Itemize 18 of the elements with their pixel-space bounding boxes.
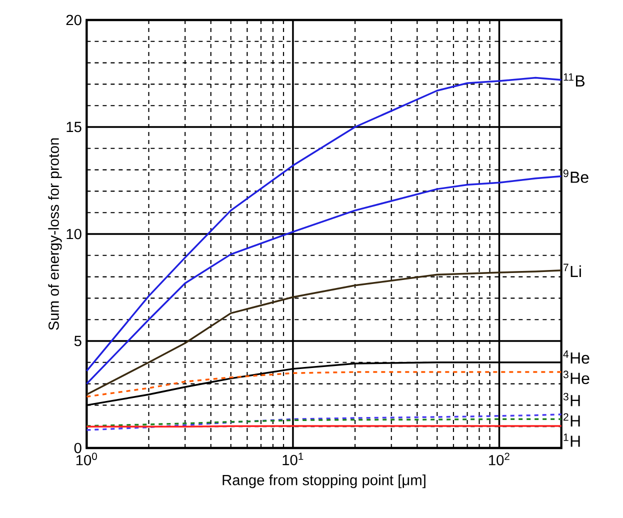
y-tick-label: 20 <box>66 14 82 26</box>
series-label: $^{9}$Be <box>563 170 588 183</box>
series-label: $^{11}$B <box>564 73 585 86</box>
y-tick-label: 5 <box>74 336 82 346</box>
x-axis-title: Range from stopping point [μm] <box>222 474 426 488</box>
x-tick-label: 10$^{2}$ <box>489 452 510 466</box>
series-label: $^{1}$H <box>564 434 580 447</box>
series-label: $^{2}$H <box>563 413 580 426</box>
series-label: $^{3}$H <box>563 392 580 406</box>
y-tick-label: 10 <box>66 228 82 240</box>
series-label: $^{7}$Li <box>563 264 581 277</box>
x-tick-label: 10$^{1}$ <box>282 452 304 466</box>
series-label: $^{3}$He <box>563 370 590 384</box>
series-label: $^{4}$He <box>563 350 590 364</box>
y-tick-label: 15 <box>66 122 82 132</box>
x-tick-label: 10$^{0}$ <box>76 452 97 466</box>
y-tick-label: 0 <box>74 442 82 454</box>
y-axis-title: Sum of energy-loss for proton <box>48 138 62 330</box>
